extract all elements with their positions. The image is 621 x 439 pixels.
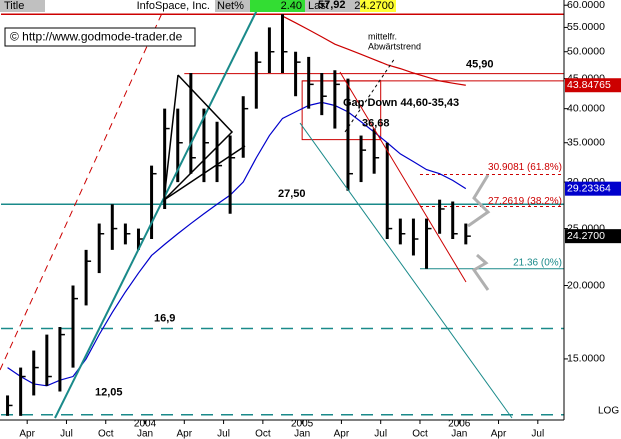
moving-average	[7, 101, 467, 387]
axis-area	[564, 0, 621, 439]
copyright: © http://www.godmode-trader.de	[10, 30, 183, 44]
copyright-box	[4, 27, 196, 47]
gap-label: Gap Down 44,60-35,43	[343, 97, 459, 109]
level-label: 27.2619 (38.2%)	[488, 196, 562, 207]
level-label: 30.9081 (61.8%)	[488, 162, 562, 173]
header-cell	[0, 0, 45, 12]
level-label: 45,90	[466, 58, 494, 70]
trend-line	[0, 0, 169, 371]
x-tick-label: Jul	[374, 429, 387, 439]
trend-line	[344, 57, 396, 133]
x-tick-label: Jul	[60, 429, 73, 439]
projection	[471, 253, 490, 291]
y-tick-label: 50.0000	[567, 46, 605, 58]
trend-note: mittelfr.	[368, 31, 397, 41]
header-cell	[250, 0, 305, 12]
trend-line	[54, 7, 259, 419]
projection	[467, 174, 491, 228]
x-tick-label: Jul	[531, 429, 544, 439]
triangle	[163, 74, 234, 203]
price-last-value-box	[565, 229, 621, 244]
x-tick-label: Apr	[491, 429, 507, 439]
x-tick-label: Jan	[137, 429, 153, 439]
header-cell	[305, 0, 360, 12]
y-tick-label: 55.0000	[567, 21, 605, 33]
y-tick-label: 60.0000	[567, 0, 605, 11]
x-year-label: 2004	[134, 419, 157, 430]
level-label: 12,05	[95, 387, 123, 399]
x-tick-label: Oct	[98, 429, 114, 439]
header-cell	[45, 0, 215, 12]
price-last-value: 24.2700	[567, 230, 605, 242]
ma-last-value-box	[565, 78, 621, 93]
ma-last-value: 29.23364	[567, 182, 611, 194]
x-tick-label: Apr	[19, 429, 35, 439]
x-tick-label: Apr	[334, 429, 350, 439]
header-title: Title	[4, 0, 24, 12]
x-year-label: 2005	[291, 419, 314, 430]
trend-note: Abwärtstrend	[368, 41, 421, 51]
y-tick-label: 20.0000	[567, 279, 605, 291]
triangle	[163, 145, 246, 201]
x-tick-label: Oct	[412, 429, 428, 439]
header-last-label: Last	[308, 0, 329, 12]
level-label: 16,9	[154, 312, 175, 324]
x-tick-label: Jan	[294, 429, 310, 439]
trend-line	[299, 122, 513, 419]
y-tick-label: 40.0000	[567, 102, 605, 114]
moving-average	[282, 15, 466, 86]
scale-label: LOG	[598, 406, 619, 417]
y-tick-label: 35.0000	[567, 137, 605, 149]
header-last: 24.2700	[354, 0, 394, 12]
level-label: 27,50	[278, 188, 306, 200]
trend-line	[339, 71, 467, 283]
level-label: 21.36 (0%)	[513, 257, 562, 268]
header-net-label: Net%	[217, 0, 244, 12]
plot-area	[1, 13, 564, 416]
header-name: InfoSpace, Inc.	[137, 0, 210, 12]
header: Title InfoSpace, Inc. Net% 2.40 Last 24.…	[0, 0, 396, 12]
annotation: 36,68	[362, 118, 390, 130]
header-net: 2.40	[281, 0, 302, 12]
ma-last-value: 43.84765	[567, 79, 611, 91]
x-year-label: 2006	[448, 419, 471, 430]
header-cell	[360, 0, 396, 12]
header-cell	[215, 0, 250, 12]
x-tick-label: Jul	[217, 429, 230, 439]
x-tick-label: Oct	[255, 429, 271, 439]
x-tick-label: Apr	[177, 429, 193, 439]
y-tick-label: 15.0000	[567, 353, 605, 365]
level-label: 57,92	[318, 0, 346, 11]
ma-last-value-box	[565, 181, 621, 196]
x-tick-label: Jan	[451, 429, 467, 439]
